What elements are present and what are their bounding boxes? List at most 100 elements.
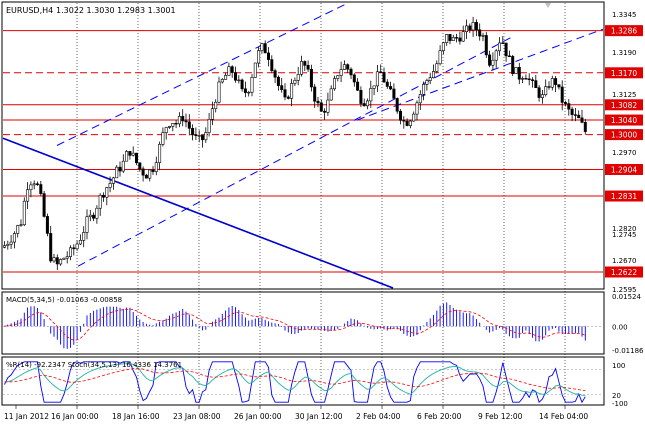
candle [158, 141, 162, 171]
price-level-tag [605, 25, 643, 37]
time-tick-label: 14 Feb 04:00 [539, 412, 588, 421]
candle [478, 23, 482, 41]
candle [161, 127, 165, 147]
candle [250, 74, 254, 97]
wpr-line [4, 361, 586, 404]
candle [237, 75, 241, 84]
candle [88, 210, 92, 222]
candle [372, 85, 376, 96]
candle [266, 47, 270, 67]
candle [563, 100, 567, 107]
candle [62, 257, 66, 260]
price-tick-label: 1.3125 [612, 91, 637, 99]
candle [247, 90, 251, 97]
candle [441, 41, 445, 55]
channel-line [56, 2, 349, 146]
candle [425, 78, 429, 91]
candle [59, 258, 63, 266]
candle [379, 64, 383, 73]
candle [544, 79, 548, 97]
candle [474, 19, 478, 37]
stoch-signal-line [4, 367, 586, 392]
candle [435, 60, 439, 74]
candle [257, 46, 261, 68]
candle [102, 192, 106, 202]
candle [92, 212, 96, 222]
candle [583, 118, 587, 135]
candle [35, 181, 39, 186]
candle [220, 78, 224, 84]
price-level-tag [605, 129, 643, 141]
candle [207, 113, 211, 137]
price-level-value: 1.2622 [611, 268, 637, 277]
candle [389, 81, 393, 91]
candle [375, 64, 379, 92]
price-level-value: 1.3170 [611, 69, 637, 78]
candle [339, 61, 343, 83]
candle [540, 90, 544, 104]
price-level-tag [605, 266, 643, 278]
candle [405, 118, 409, 127]
candle [494, 48, 498, 68]
candle [461, 25, 465, 42]
candle [164, 126, 168, 140]
candle [12, 231, 16, 249]
price-tick-label: 1.2820 [612, 225, 637, 233]
candle [329, 85, 333, 101]
price-level-tag [605, 190, 643, 202]
candle [171, 122, 175, 132]
candle [422, 81, 426, 101]
price-tick-label: 1.2970 [612, 149, 637, 157]
price-level-tag [605, 99, 643, 111]
level-labels: 1.3286 1.3170 1.3082 1.3040 1.3000 1.2904 1.28… [605, 25, 643, 278]
candle [514, 67, 518, 74]
price-level-tag [605, 114, 643, 126]
candle [214, 99, 218, 113]
candle [359, 86, 363, 108]
ohlc-readout: 1.3022 1.3030 1.2983 1.3001 [56, 6, 176, 15]
candle [263, 40, 267, 54]
candle [144, 173, 148, 179]
candle [197, 130, 201, 143]
stoch-tick-label: 100 [612, 362, 625, 370]
horizontal-levels [3, 30, 603, 273]
candle [577, 110, 581, 119]
candle [260, 42, 264, 54]
candle [554, 75, 558, 92]
candle [85, 209, 89, 240]
candle [276, 75, 280, 91]
candle [95, 205, 99, 224]
candle [488, 50, 492, 68]
candle [78, 234, 82, 246]
candle [108, 176, 112, 193]
candle [484, 31, 488, 58]
candle [135, 152, 139, 166]
candle [2, 241, 7, 249]
candle [438, 45, 442, 66]
candle [349, 67, 353, 80]
chart-shift-icon[interactable] [545, 3, 551, 8]
price-level-value: 1.3082 [611, 101, 637, 110]
candle [524, 74, 528, 80]
candle [154, 156, 158, 176]
candle [194, 127, 198, 141]
candle [227, 62, 231, 76]
candle [491, 52, 495, 71]
candle [148, 169, 152, 182]
candle [323, 108, 327, 120]
stoch-tick-label: -100 [612, 400, 628, 408]
price-tick-label: 1.3190 [612, 49, 637, 57]
candle [69, 245, 73, 261]
candle [464, 19, 468, 40]
price-level-value: 1.3040 [611, 116, 637, 125]
candle [521, 76, 525, 84]
candle [253, 62, 257, 78]
candle [65, 251, 69, 264]
candle [49, 225, 53, 263]
candle [280, 78, 284, 93]
candle [210, 101, 214, 126]
candle [6, 240, 10, 250]
macd-indicator: 0.01524 0.00 -0.01186 [3, 293, 644, 355]
candle [517, 62, 521, 85]
candle [111, 176, 115, 190]
